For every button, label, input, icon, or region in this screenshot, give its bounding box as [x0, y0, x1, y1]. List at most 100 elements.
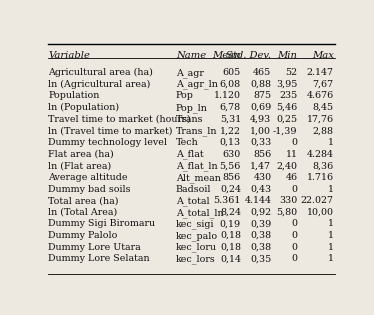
Text: Name: Name — [176, 51, 206, 60]
Text: 875: 875 — [253, 91, 272, 100]
Text: 6,78: 6,78 — [220, 103, 241, 112]
Text: 0,38: 0,38 — [250, 231, 272, 240]
Text: 8,36: 8,36 — [312, 161, 334, 170]
Text: 0,88: 0,88 — [250, 80, 272, 89]
Text: 605: 605 — [223, 68, 241, 77]
Text: 3,95: 3,95 — [276, 80, 297, 89]
Text: 0,39: 0,39 — [250, 220, 272, 228]
Text: 17,76: 17,76 — [307, 115, 334, 124]
Text: 52: 52 — [285, 68, 297, 77]
Text: 1.120: 1.120 — [214, 91, 241, 100]
Text: 8,45: 8,45 — [313, 103, 334, 112]
Text: A_total: A_total — [176, 196, 209, 206]
Text: 2.147: 2.147 — [307, 68, 334, 77]
Text: 630: 630 — [223, 150, 241, 159]
Text: 0,18: 0,18 — [220, 243, 241, 252]
Text: 330: 330 — [279, 196, 297, 205]
Text: 5,46: 5,46 — [276, 103, 297, 112]
Text: A_total_ln: A_total_ln — [176, 208, 223, 218]
Text: 0,38: 0,38 — [250, 243, 272, 252]
Text: 0,13: 0,13 — [220, 138, 241, 147]
Text: ln (Population): ln (Population) — [48, 103, 119, 112]
Text: Variable: Variable — [48, 51, 90, 60]
Text: -1,39: -1,39 — [273, 126, 297, 135]
Text: Dummy Sigi Biromaru: Dummy Sigi Biromaru — [48, 220, 155, 228]
Text: 0: 0 — [291, 220, 297, 228]
Text: 2,40: 2,40 — [276, 161, 297, 170]
Text: 5,31: 5,31 — [220, 115, 241, 124]
Text: 0,24: 0,24 — [220, 185, 241, 193]
Text: Badsoil: Badsoil — [176, 185, 211, 193]
Text: ln (Travel time to market): ln (Travel time to market) — [48, 126, 173, 135]
Text: 1: 1 — [328, 231, 334, 240]
Text: 0: 0 — [291, 243, 297, 252]
Text: 0: 0 — [291, 255, 297, 263]
Text: 0,19: 0,19 — [220, 220, 241, 228]
Text: 1: 1 — [328, 255, 334, 263]
Text: 1,00: 1,00 — [250, 126, 272, 135]
Text: Flat area (ha): Flat area (ha) — [48, 150, 114, 159]
Text: 8,24: 8,24 — [220, 208, 241, 217]
Text: 0,69: 0,69 — [250, 103, 272, 112]
Text: 46: 46 — [285, 173, 297, 182]
Text: A_flat_ln: A_flat_ln — [176, 161, 217, 171]
Text: Alt_mean: Alt_mean — [176, 173, 221, 183]
Text: Travel time to market (hours): Travel time to market (hours) — [48, 115, 191, 124]
Text: 4.284: 4.284 — [307, 150, 334, 159]
Text: Tech: Tech — [176, 138, 199, 147]
Text: 10,00: 10,00 — [307, 208, 334, 217]
Text: ln (Agricultural area): ln (Agricultural area) — [48, 80, 151, 89]
Text: Average altitude: Average altitude — [48, 173, 128, 182]
Text: 1: 1 — [328, 138, 334, 147]
Text: 0,14: 0,14 — [220, 255, 241, 263]
Text: 0: 0 — [291, 138, 297, 147]
Text: Trans_ln: Trans_ln — [176, 126, 217, 136]
Text: Total area (ha): Total area (ha) — [48, 196, 119, 205]
Text: Dummy Palolo: Dummy Palolo — [48, 231, 117, 240]
Text: 0,25: 0,25 — [276, 115, 297, 124]
Text: Std. Dev.: Std. Dev. — [226, 51, 272, 60]
Text: 1: 1 — [328, 185, 334, 193]
Text: 235: 235 — [279, 91, 297, 100]
Text: 856: 856 — [253, 150, 272, 159]
Text: 1,47: 1,47 — [250, 161, 272, 170]
Text: Pop: Pop — [176, 91, 194, 100]
Text: 1: 1 — [328, 220, 334, 228]
Text: ln (Flat area): ln (Flat area) — [48, 161, 111, 170]
Text: 5,56: 5,56 — [220, 161, 241, 170]
Text: Trans: Trans — [176, 115, 203, 124]
Text: Max: Max — [312, 51, 334, 60]
Text: 4.676: 4.676 — [306, 91, 334, 100]
Text: kec_lors: kec_lors — [176, 255, 215, 264]
Text: 0,33: 0,33 — [250, 138, 272, 147]
Text: 1,22: 1,22 — [220, 126, 241, 135]
Text: 0,92: 0,92 — [250, 208, 272, 217]
Text: 11: 11 — [285, 150, 297, 159]
Text: ln (Total Area): ln (Total Area) — [48, 208, 117, 217]
Text: 1: 1 — [328, 243, 334, 252]
Text: 2,88: 2,88 — [313, 126, 334, 135]
Text: 22.027: 22.027 — [301, 196, 334, 205]
Text: Population: Population — [48, 91, 99, 100]
Text: Dummy technology level: Dummy technology level — [48, 138, 167, 147]
Text: kec_sigi: kec_sigi — [176, 220, 214, 229]
Text: 0,43: 0,43 — [250, 185, 272, 193]
Text: 4,93: 4,93 — [250, 115, 272, 124]
Text: Mean: Mean — [212, 51, 241, 60]
Text: Dummy bad soils: Dummy bad soils — [48, 185, 131, 193]
Text: A_agr: A_agr — [176, 68, 203, 78]
Text: kec_palo: kec_palo — [176, 231, 218, 241]
Text: 4.144: 4.144 — [244, 196, 272, 205]
Text: A_flat: A_flat — [176, 150, 203, 159]
Text: 856: 856 — [223, 173, 241, 182]
Text: 5,80: 5,80 — [276, 208, 297, 217]
Text: 0: 0 — [291, 185, 297, 193]
Text: Min: Min — [278, 51, 297, 60]
Text: 6,08: 6,08 — [220, 80, 241, 89]
Text: 7,67: 7,67 — [313, 80, 334, 89]
Text: 1.716: 1.716 — [307, 173, 334, 182]
Text: A_agr_ln: A_agr_ln — [176, 80, 218, 89]
Text: 5.361: 5.361 — [214, 196, 241, 205]
Text: Agricultural area (ha): Agricultural area (ha) — [48, 68, 153, 77]
Text: 430: 430 — [253, 173, 272, 182]
